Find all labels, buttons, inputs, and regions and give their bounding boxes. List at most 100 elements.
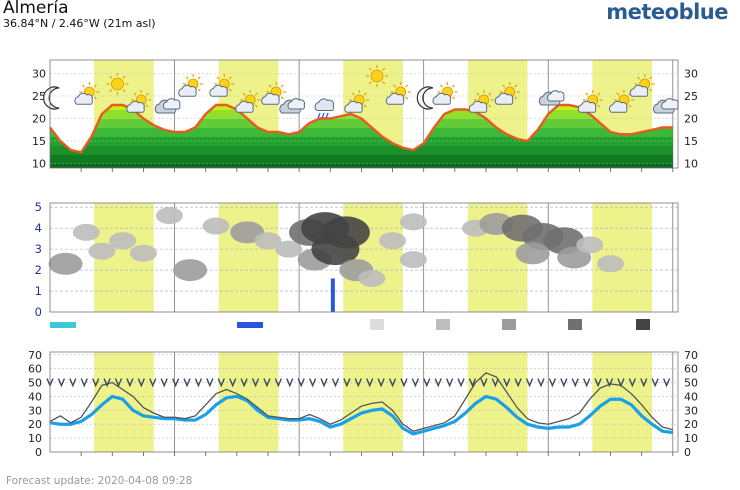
y-tick-right: 30: [684, 68, 698, 81]
sun-ray: [382, 81, 386, 85]
wind-direction-arrow: [137, 378, 145, 388]
y-tick-right: 10: [684, 432, 698, 445]
y-tick-right: 10: [684, 158, 698, 171]
rain-drop: [317, 112, 321, 119]
y-tick-left: 1: [35, 284, 42, 298]
wind-direction-arrow: [331, 378, 340, 388]
temperature-band: [50, 163, 673, 168]
sun-cloud-icon: [494, 82, 520, 105]
sun-cloud-icon: [432, 82, 458, 105]
wind-direction-arrow: [583, 378, 591, 388]
sun-ray: [228, 76, 232, 80]
y-tick-right: 20: [684, 113, 698, 126]
cloud-icon: [653, 98, 679, 114]
wind-direction-arrow: [274, 378, 283, 388]
sun-ray: [145, 104, 149, 108]
sun-ray: [280, 84, 284, 88]
cloud-shape: [314, 98, 335, 111]
header-coordinates: 36.84°N / 2.46°W (21m asl): [3, 17, 156, 30]
header-title: Almería: [3, 0, 69, 18]
sun-ray: [514, 96, 518, 100]
y-tick-left: 30: [28, 404, 42, 417]
sun-ray: [81, 84, 85, 88]
cloud-shape: [126, 100, 145, 113]
cloud-cover-blob: [576, 236, 604, 254]
sun-ray: [628, 104, 632, 108]
daylight-band: [592, 203, 653, 312]
wind-direction-arrow: [560, 378, 568, 388]
sun-cloud-icon: [74, 82, 100, 105]
daylight-band: [218, 203, 279, 312]
temperature-line: [49, 103, 673, 154]
wind-direction-arrow: [514, 378, 522, 388]
wind-direction-arrow: [160, 378, 168, 388]
sun-ray: [254, 104, 258, 108]
sun-ray: [93, 84, 97, 88]
wind-direction-arrow: [640, 378, 648, 388]
sun-disc: [111, 77, 124, 91]
wind-direction-arrow: [114, 378, 123, 388]
cloud-cover-blob: [109, 232, 137, 250]
y-tick-right: 60: [684, 363, 698, 376]
wind-direction-arrow: [103, 378, 111, 388]
sun-ray: [451, 84, 455, 88]
cloud-cover-blob: [399, 213, 427, 231]
y-tick-right: 70: [684, 349, 698, 362]
y-tick-left: 30: [32, 68, 46, 81]
wind-direction-arrow: [445, 378, 454, 388]
precipitation-bar: [330, 278, 335, 312]
temperature-band: [50, 127, 673, 137]
sun-cloud-icon: [385, 82, 411, 105]
wind-direction-arrow: [183, 378, 191, 388]
sun-ray: [242, 92, 246, 96]
brand-logo[interactable]: meteoblue: [606, 0, 728, 24]
plot-frame: [49, 351, 679, 453]
sun-cloud-icon: [629, 74, 655, 97]
y-tick-right: 50: [684, 377, 698, 390]
wind-direction-arrow: [251, 378, 260, 388]
y-tick-left: 25: [32, 90, 46, 103]
wind-direction-arrow: [194, 378, 203, 388]
wind-direction-arrow: [354, 378, 362, 388]
wind-direction-arrow: [286, 378, 294, 388]
sun-ray: [363, 104, 367, 108]
cloud-shape: [577, 100, 597, 113]
sun-ray: [637, 76, 641, 80]
y-tick-left: 3: [35, 242, 42, 256]
wind-direction-arrow: [537, 378, 545, 388]
cloud-cover-blob: [72, 223, 100, 241]
sun-ray: [439, 84, 443, 88]
cloud-shape: [163, 98, 181, 110]
wind-speed-line: [49, 394, 674, 436]
sun-ray: [197, 76, 201, 80]
cloud-cover-blob: [129, 244, 157, 262]
sun-ray: [280, 96, 284, 100]
sun-ray: [363, 92, 367, 96]
y-tick-right: 20: [684, 418, 698, 431]
cloud-shape: [432, 92, 451, 105]
sun-ray: [268, 84, 272, 88]
sun-ray: [368, 81, 372, 85]
wind-direction-arrow: [571, 378, 579, 388]
cloud-cover-blob: [515, 242, 550, 265]
precipitation-panel: 0 1 2 3 4 5: [35, 200, 679, 330]
sun-icon: [365, 65, 388, 87]
y-tick-right: 40: [684, 390, 698, 403]
wind-direction-arrow: [69, 378, 77, 388]
wind-direction-arrow: [423, 378, 431, 388]
sun-cloud-icon: [344, 90, 370, 113]
y-tick-left: 0: [35, 446, 42, 459]
y-tick-left: 50: [28, 377, 42, 390]
cloud-level-swatch: [502, 319, 516, 330]
wind-direction-arrow: [217, 378, 225, 388]
y-tick-left: 5: [35, 200, 42, 214]
sun-ray: [585, 92, 589, 96]
plot-frame: [49, 202, 679, 313]
sun-ray: [514, 84, 518, 88]
y-tick-right: 15: [684, 135, 698, 148]
forecast-update: Forecast update: 2020-04-08 09:28: [6, 475, 193, 487]
sun-ray: [649, 76, 653, 80]
cloud-shape: [547, 90, 565, 102]
cloud-shape: [468, 100, 488, 113]
sun-ray: [502, 84, 506, 88]
